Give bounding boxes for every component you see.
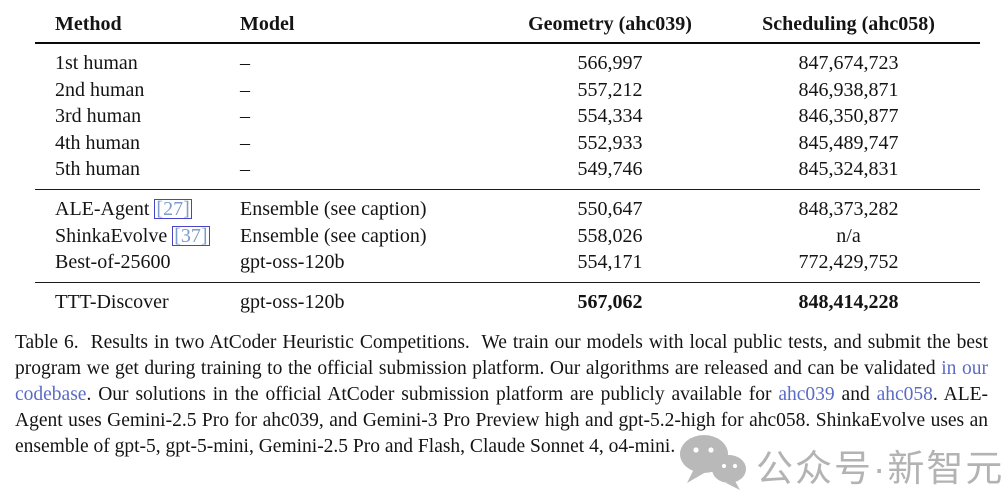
- scheduling-cell: 845,324,831: [798, 158, 899, 181]
- scheduling-cell: 848,414,228: [798, 290, 899, 313]
- geometry-cell: 567,062: [577, 290, 643, 313]
- scheduling-cell: 845,489,747: [798, 131, 899, 154]
- geometry-cell: 552,933: [577, 131, 643, 154]
- geometry-cell: 554,334: [577, 105, 643, 128]
- method-cell: 2nd human: [55, 78, 145, 101]
- ahc039-link[interactable]: ahc039: [778, 384, 835, 405]
- geometry-cell: 566,997: [577, 52, 643, 74]
- scheduling-cell: 847,674,723: [798, 52, 899, 74]
- citation-37-link[interactable]: [37]: [172, 224, 210, 247]
- table-row: Best-of-25600 gpt-oss-120b 554,171 772,4…: [35, 249, 980, 276]
- table-row: TTT-Discover gpt-oss-120b 567,062 848,41…: [35, 289, 980, 316]
- ahc058-link[interactable]: ahc058: [876, 384, 933, 405]
- model-cell: Ensemble (see caption): [240, 197, 427, 220]
- caption-text: Table 6. Results in two AtCoder Heuristi…: [15, 332, 988, 379]
- scheduling-cell: 846,938,871: [798, 78, 899, 101]
- table-row: 3rd human – 554,334 846,350,877: [35, 103, 980, 130]
- model-cell: gpt-oss-120b: [240, 251, 345, 274]
- geometry-cell: 558,026: [577, 224, 643, 247]
- model-cell: –: [240, 105, 250, 128]
- method-cell: 3rd human: [55, 105, 142, 128]
- geometry-cell: 550,647: [577, 197, 643, 220]
- model-cell: gpt-oss-120b: [240, 290, 345, 313]
- agent-baselines-group: ALE-Agent [27] Ensemble (see caption) 550…: [35, 188, 980, 282]
- results-table: Method Model Geometry (ahc039) Schedulin…: [35, 10, 980, 321]
- model-cell: –: [240, 158, 250, 181]
- table-row: 5th human – 549,746 845,324,831: [35, 156, 980, 183]
- model-cell: –: [240, 52, 250, 74]
- column-header-method: Method: [55, 13, 122, 35]
- caption-text: . ALE-Agent uses Gemini-2.5 Pro for ahc0…: [15, 384, 989, 457]
- table-caption: Table 6. Results in two AtCoder Heuristi…: [15, 330, 988, 460]
- table-row: ShinkaEvolve [37] Ensemble (see caption) …: [35, 223, 980, 250]
- scheduling-cell: 846,350,877: [798, 105, 899, 128]
- caption-text: and: [834, 384, 877, 405]
- scheduling-cell: 772,429,752: [798, 251, 899, 274]
- method-cell: ShinkaEvolve [37]: [35, 223, 240, 250]
- method-label: ShinkaEvolve: [55, 224, 168, 247]
- method-cell: 4th human: [55, 131, 140, 154]
- table-row: 1st human – 566,997 847,674,723: [35, 50, 980, 77]
- table-row: 2nd human – 557,212 846,938,871: [35, 77, 980, 104]
- method-label: ALE-Agent: [55, 197, 150, 220]
- geometry-cell: 554,171: [577, 251, 643, 274]
- caption-text: . Our solutions in the official AtCoder …: [86, 384, 779, 405]
- scheduling-cell: n/a: [836, 224, 861, 247]
- table-row: ALE-Agent [27] Ensemble (see caption) 550…: [35, 196, 980, 223]
- codebase-link[interactable]: in our codebase: [15, 358, 988, 405]
- method-cell: 5th human: [55, 158, 140, 181]
- column-header-scheduling: Scheduling (ahc058): [762, 13, 935, 35]
- model-cell: –: [240, 78, 250, 101]
- geometry-cell: 549,746: [577, 158, 643, 181]
- citation-27-link[interactable]: [27]: [154, 197, 192, 220]
- model-cell: –: [240, 131, 250, 154]
- column-header-geometry: Geometry (ahc039): [528, 13, 692, 35]
- table-row: 4th human – 552,933 845,489,747: [35, 130, 980, 157]
- scheduling-cell: 848,373,282: [798, 197, 899, 220]
- column-header-model: Model: [240, 13, 295, 35]
- method-cell: 1st human: [55, 52, 138, 74]
- geometry-cell: 557,212: [577, 78, 643, 101]
- method-cell: TTT-Discover: [55, 290, 169, 313]
- table-header-row: Method Model Geometry (ahc039) Schedulin…: [35, 10, 980, 44]
- method-cell: ALE-Agent [27]: [35, 196, 240, 223]
- model-cell: Ensemble (see caption): [240, 224, 427, 247]
- method-cell: Best-of-25600: [55, 251, 171, 274]
- ours-group: TTT-Discover gpt-oss-120b 567,062 848,41…: [35, 281, 980, 322]
- human-baselines-group: 1st human – 566,997 847,674,723 2nd huma…: [35, 44, 980, 189]
